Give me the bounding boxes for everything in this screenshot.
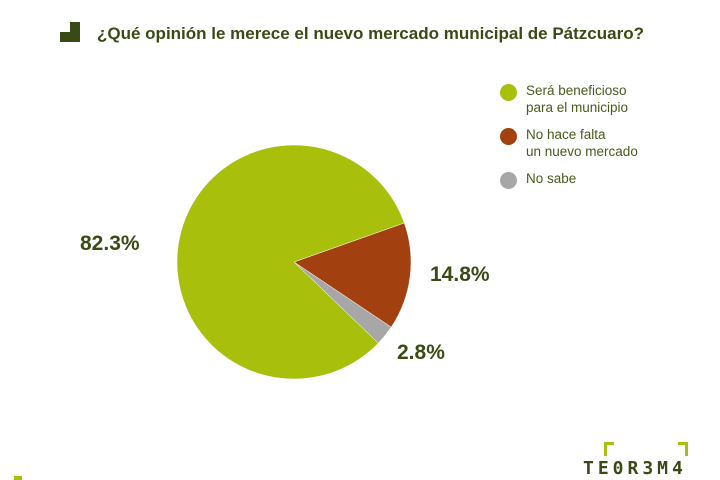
pie-slice-no-hace-falta xyxy=(293,222,412,328)
brand-logo: TE0R3M4 xyxy=(583,458,687,479)
data-label-no-hace-falta: 14.8% xyxy=(430,263,490,286)
title-square-icon xyxy=(60,22,80,42)
legend-swatch xyxy=(500,84,517,101)
brand-bracket-icon xyxy=(604,442,688,456)
data-label-beneficioso: 82.3% xyxy=(80,232,140,255)
legend-item-no-hace-falta: No hace falta un nuevo mercado xyxy=(500,126,710,160)
legend-item-beneficioso: Será beneficioso para el municipio xyxy=(500,82,710,116)
legend-item-no-sabe: No sabe xyxy=(500,170,710,189)
pie-slice-beneficioso xyxy=(176,144,405,380)
legend-swatch xyxy=(500,128,517,145)
legend-label: No sabe xyxy=(526,171,577,186)
legend-swatch xyxy=(500,172,517,189)
chart-legend: Será beneficioso para el municipio No ha… xyxy=(500,82,710,197)
data-label-no-sabe: 2.8% xyxy=(397,341,445,364)
legend-label: Será beneficioso para el municipio xyxy=(526,83,629,115)
corner-accent xyxy=(14,476,22,480)
legend-label: No hace falta un nuevo mercado xyxy=(526,127,638,159)
chart-title: ¿Qué opinión le merece el nuevo mercado … xyxy=(97,24,644,43)
